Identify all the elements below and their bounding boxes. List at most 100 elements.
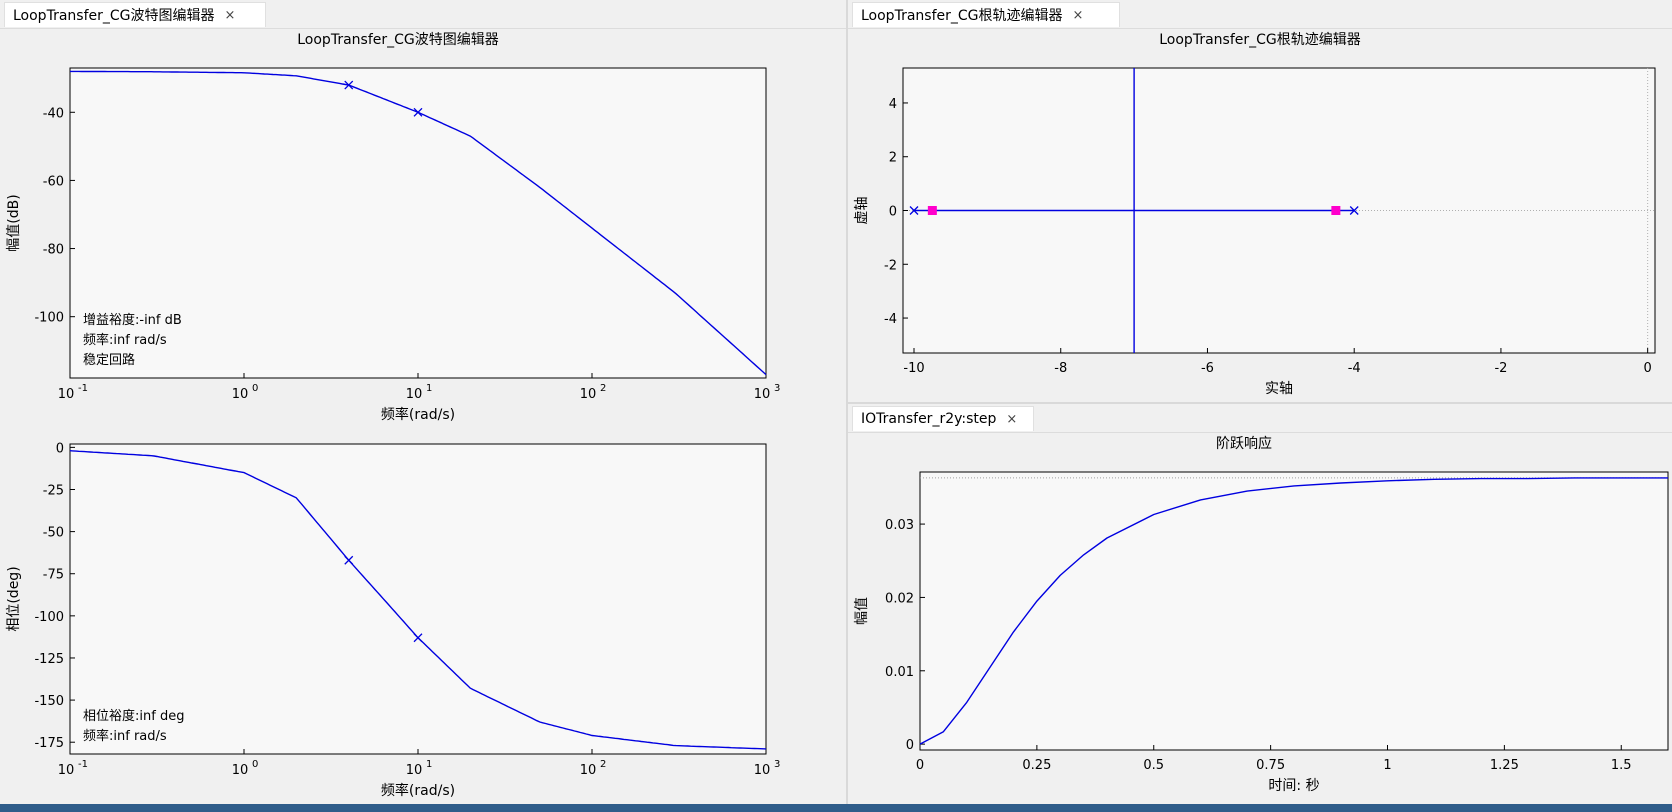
rlocus-ylabel: 虚轴 <box>854 197 870 225</box>
rlocus-ytick-label: -2 <box>884 258 897 273</box>
step-axes-box <box>919 471 1669 751</box>
bode-mag-ytick-label: -100 <box>34 311 64 326</box>
bode-mag-note: 增益裕度:-inf dB <box>83 312 182 328</box>
bode-phase-ytick-label: -100 <box>34 610 64 625</box>
bode-phase-axes-box <box>69 443 767 755</box>
step-ylabel: 幅值 <box>854 597 870 625</box>
step-xtick-label: 1 <box>1383 758 1391 773</box>
bode-phase-note: 相位裕度:inf deg <box>83 708 184 724</box>
bode-mag-xtick-exponent: 2 <box>600 383 606 394</box>
rlocus-open-loop-pole <box>909 206 919 215</box>
bode-mag-xtick-label: 10 <box>58 387 75 402</box>
bode-phase-xtick-label: 10 <box>754 763 771 778</box>
step-xtick-label: 0 <box>916 758 924 773</box>
bode-phase-ylabel: 相位(deg) <box>6 566 22 631</box>
bode-phase-ytick-label: -25 <box>43 483 64 498</box>
step-curve <box>919 477 1668 745</box>
bode-mag-xtick-exponent: 3 <box>774 383 780 394</box>
bode-phase-marker <box>344 555 354 565</box>
rlocus-closed-loop-pole <box>1331 206 1341 215</box>
rlocus-xtick-label: -2 <box>1494 361 1507 376</box>
step-xtick-label: 0.75 <box>1256 758 1285 773</box>
bode-tab[interactable]: LoopTransfer_CG波特图编辑器 × <box>4 2 266 27</box>
step-ytick-label: 0.02 <box>885 591 914 606</box>
rlocus-ytick-label: 4 <box>889 97 897 112</box>
bode-title: LoopTransfer_CG波特图编辑器 <box>297 32 499 48</box>
step-ytick-label: 0 <box>906 738 914 753</box>
step-ytick-label: 0.01 <box>885 665 914 680</box>
rlocus-panel: LoopTransfer_CG根轨迹编辑器 × LoopTransfer_CG根… <box>848 0 1672 402</box>
bode-phase-ytick-label: -175 <box>34 736 64 751</box>
bode-phase-marker <box>413 633 423 643</box>
bode-phase-ytick-label: -75 <box>43 568 64 583</box>
step-plot[interactable]: 阶跃响应 0 0.25 0.5 0.75 1 1.25 1.5 0.03 0.02 0.01 0 时间:… <box>848 432 1672 804</box>
rlocus-ytick-label: -4 <box>884 312 897 327</box>
bode-tab-close-icon[interactable]: × <box>224 7 236 23</box>
bode-phase-ytick-label: -50 <box>43 526 64 541</box>
rlocus-plot[interactable]: LoopTransfer_CG根轨迹编辑器 -10 -8 -6 -4 -2 0 4 2 0 -2 -4… <box>848 28 1672 402</box>
bode-phase-xtick-exponent: 1 <box>426 759 432 770</box>
rlocus-tab-close-icon[interactable]: × <box>1072 7 1084 23</box>
step-xtick-label: 0.5 <box>1143 758 1164 773</box>
bode-tab-label: LoopTransfer_CG波特图编辑器 <box>13 8 215 24</box>
bode-phase-xtick-label: 10 <box>406 763 423 778</box>
step-tab[interactable]: IOTransfer_r2y:step × <box>852 406 1034 431</box>
bode-mag-ytick-label: -80 <box>43 243 64 258</box>
bode-panel: LoopTransfer_CG波特图编辑器 × LoopTransfer_CG波… <box>0 0 846 804</box>
bode-mag-xtick-label: 10 <box>406 387 423 402</box>
bode-mag-ylabel: 幅值(dB) <box>6 194 22 251</box>
rlocus-xtick-label: -10 <box>903 361 924 376</box>
bode-mag-note: 频率:inf rad/s <box>83 332 167 348</box>
step-tab-close-icon[interactable]: × <box>1006 411 1018 427</box>
step-tab-label: IOTransfer_r2y:step <box>861 411 997 427</box>
bode-mag-ytick-label: -40 <box>43 106 64 121</box>
bode-phase-xtick-exponent: 3 <box>774 759 780 770</box>
rlocus-tabbar: LoopTransfer_CG根轨迹编辑器 × <box>848 0 1672 29</box>
step-xtick-label: 1.5 <box>1611 758 1632 773</box>
bode-mag-marker <box>413 107 423 117</box>
bode-phase-ytick-label: -125 <box>34 652 64 667</box>
bode-mag-xtick-label: 10 <box>232 387 249 402</box>
rlocus-xtick-label: 0 <box>1644 361 1652 376</box>
rlocus-ytick-label: 2 <box>889 151 897 166</box>
bode-phase-xtick-label: 10 <box>580 763 597 778</box>
step-xtick-label: 1.25 <box>1490 758 1519 773</box>
step-title: 阶跃响应 <box>1216 435 1272 452</box>
rlocus-ytick-label: 0 <box>889 205 897 220</box>
rlocus-open-loop-pole <box>1349 206 1359 215</box>
bode-mag-xtick-exponent: -1 <box>78 383 88 394</box>
horizontal-splitter[interactable] <box>848 402 1672 404</box>
rlocus-xtick-label: -8 <box>1054 361 1067 376</box>
step-tabbar: IOTransfer_r2y:step × <box>848 404 1672 433</box>
bode-phase-xtick-exponent: 2 <box>600 759 606 770</box>
bode-mag-xtick-label: 10 <box>580 387 597 402</box>
bode-tabbar: LoopTransfer_CG波特图编辑器 × <box>0 0 846 29</box>
rlocus-xlabel: 实轴 <box>1265 381 1293 397</box>
bode-mag-ytick-label: -60 <box>43 174 64 189</box>
status-bar <box>0 804 1672 812</box>
rlocus-tab[interactable]: LoopTransfer_CG根轨迹编辑器 × <box>852 2 1120 27</box>
bode-phase-ytick-label: -150 <box>34 694 64 709</box>
rlocus-title: LoopTransfer_CG根轨迹编辑器 <box>1159 32 1361 48</box>
bode-phase-ytick-label: 0 <box>56 441 64 456</box>
step-panel: IOTransfer_r2y:step × 阶跃响应 0 0.25 0.5 0.75 1 1… <box>848 404 1672 804</box>
bode-phase-xtick-exponent: -1 <box>78 759 88 770</box>
rlocus-closed-loop-pole <box>927 206 937 215</box>
bode-mag-xlabel: 频率(rad/s) <box>381 406 455 423</box>
bode-phase-xtick-exponent: 0 <box>252 759 258 770</box>
rlocus-xtick-label: -6 <box>1201 361 1214 376</box>
bode-phase-xlabel: 频率(rad/s) <box>381 782 455 799</box>
step-xlabel: 时间: 秒 <box>1268 778 1319 794</box>
rlocus-tab-label: LoopTransfer_CG根轨迹编辑器 <box>861 8 1063 24</box>
bode-mag-xtick-exponent: 0 <box>252 383 258 394</box>
bode-phase-xtick-label: 10 <box>58 763 75 778</box>
vertical-splitter[interactable] <box>846 0 848 812</box>
rlocus-xtick-label: -4 <box>1348 361 1361 376</box>
bode-phase-note: 频率:inf rad/s <box>83 728 167 744</box>
bode-mag-xtick-exponent: 1 <box>426 383 432 394</box>
step-xtick-label: 0.25 <box>1022 758 1051 773</box>
bode-mag-note: 稳定回路 <box>83 352 135 368</box>
step-ytick-label: 0.03 <box>885 518 914 533</box>
bode-mag-xtick-label: 10 <box>754 387 771 402</box>
